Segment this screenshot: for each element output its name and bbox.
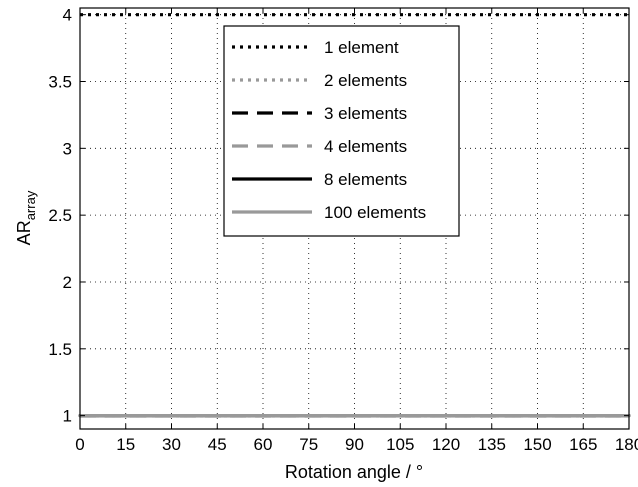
y-tick-label: 2.5 [48, 206, 72, 225]
y-tick-label: 1 [63, 407, 72, 426]
y-tick-label: 1.5 [48, 340, 72, 359]
legend-label: 100 elements [324, 203, 426, 222]
x-tick-label: 90 [345, 435, 364, 454]
x-tick-label: 0 [75, 435, 84, 454]
y-tick-label: 3.5 [48, 73, 72, 92]
y-axis-title: ARarray [14, 190, 38, 245]
y-axis-title-main: AR [14, 220, 34, 245]
legend-label: 8 elements [324, 170, 407, 189]
legend-label: 2 elements [324, 71, 407, 90]
x-tick-label: 120 [432, 435, 460, 454]
legend-box [223, 25, 460, 237]
legend-label: 4 elements [324, 137, 407, 156]
ticks: 0 15 30 45 60 75 90 105 120 135 150 165 180 1 1.5 2 2.5 3… [48, 6, 638, 454]
y-tick-label: 3 [63, 139, 72, 158]
x-tick-label: 150 [523, 435, 551, 454]
x-tick-label: 30 [162, 435, 181, 454]
y-axis-title-subscript: array [23, 190, 38, 220]
series-group [78, 13, 631, 418]
x-tick-label: 105 [386, 435, 414, 454]
x-tick-label: 180 [615, 435, 638, 454]
x-tick-label: 75 [299, 435, 318, 454]
legend-label: 1 element [324, 38, 399, 57]
x-tick-label: 60 [254, 435, 273, 454]
legend-label: 3 elements [324, 104, 407, 123]
y-tick-label: 4 [63, 6, 72, 25]
x-tick-label: 15 [116, 435, 135, 454]
x-tick-label: 135 [478, 435, 506, 454]
x-tick-label: 45 [208, 435, 227, 454]
x-tick-label: 165 [569, 435, 597, 454]
legend: 1 element 2 elements 3 elements 4 elements 8… [223, 25, 460, 237]
x-axis-title: Rotation angle / ° [285, 462, 423, 482]
y-tick-label: 2 [63, 273, 72, 292]
